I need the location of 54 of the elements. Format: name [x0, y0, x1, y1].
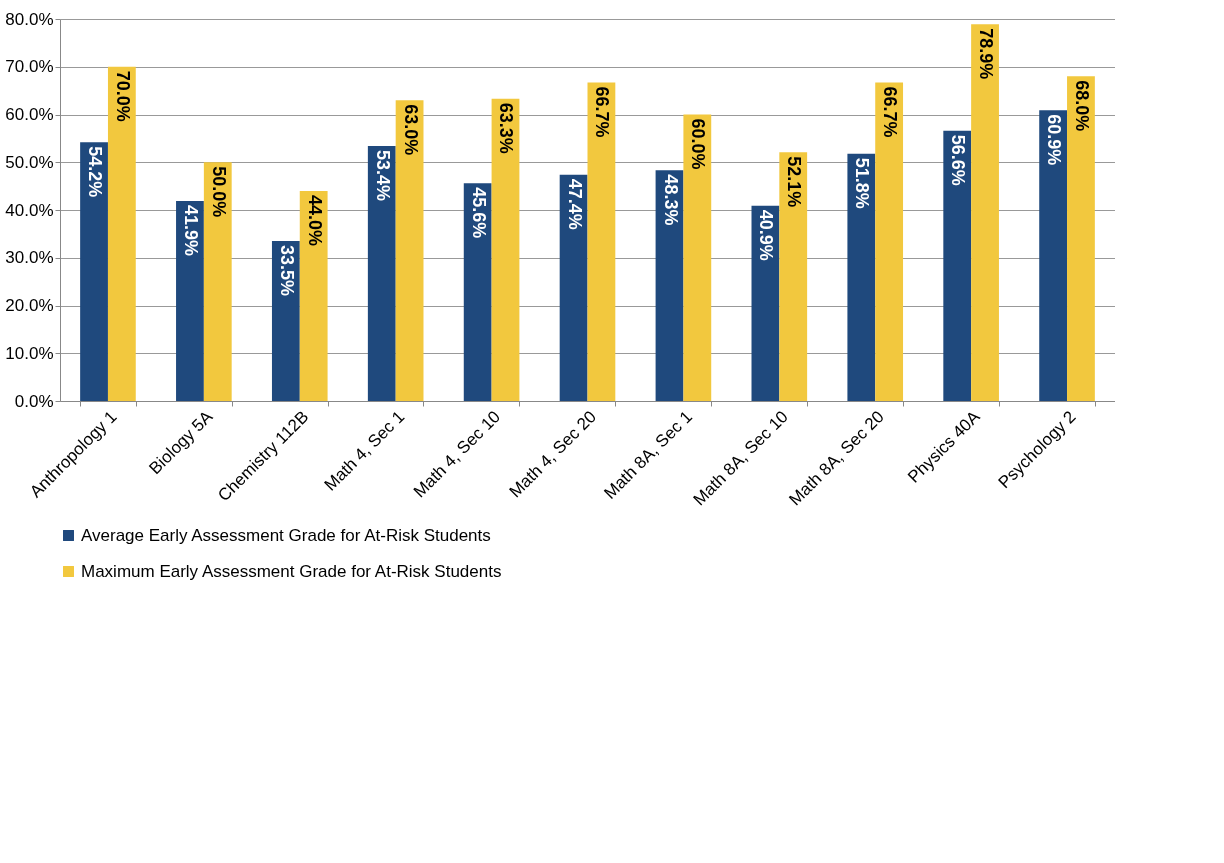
bar: [875, 82, 904, 401]
bar: [1039, 110, 1068, 401]
data-label: 60.0%: [688, 118, 709, 170]
data-label: 78.9%: [976, 28, 997, 80]
y-tick-label: 70.0%: [5, 57, 54, 77]
data-label: 41.9%: [180, 204, 201, 256]
bar: [491, 98, 520, 401]
bar: [367, 146, 396, 401]
data-label: 51.8%: [852, 157, 873, 209]
data-label: 68.0%: [1071, 80, 1092, 132]
bar: [299, 190, 328, 401]
bar: [655, 170, 684, 401]
y-tick-label: 80.0%: [5, 9, 54, 29]
bar: [271, 241, 300, 401]
y-tick-label: 40.0%: [5, 200, 54, 220]
data-label: 63.3%: [496, 102, 517, 154]
data-label: 33.5%: [276, 245, 297, 297]
data-label: 53.4%: [372, 150, 393, 202]
y-tick-label: 20.0%: [5, 296, 54, 315]
legend-label: Maximum Early Assessment Grade for At-Risk Students: [81, 561, 502, 581]
y-tick-label: 60.0%: [5, 105, 54, 124]
data-label: 47.4%: [564, 178, 585, 230]
bar: [395, 100, 424, 401]
bar: [203, 162, 232, 401]
data-label: 52.1%: [784, 156, 805, 208]
data-label: 45.6%: [468, 187, 489, 239]
y-tick-label: 0.0%: [14, 391, 54, 411]
data-label: 44.0%: [304, 194, 325, 246]
bar: [971, 24, 999, 401]
data-label: 56.6%: [948, 134, 969, 186]
data-label: 66.7%: [880, 86, 901, 138]
data-label: 60.9%: [1044, 114, 1065, 166]
data-label: 70.0%: [112, 70, 133, 122]
bar: [683, 114, 712, 401]
y-tick-label: 50.0%: [5, 152, 54, 172]
data-label: 40.9%: [756, 209, 777, 261]
bar: [847, 153, 876, 401]
legend-label: Average Early Assessment Grade for At-Risk Students: [81, 525, 491, 545]
data-label: 63.0%: [400, 104, 421, 156]
y-tick-label: 10.0%: [5, 343, 54, 363]
bar: [176, 200, 204, 401]
data-label: 66.7%: [592, 86, 613, 138]
bar: [779, 152, 808, 401]
data-label: 48.3%: [660, 174, 681, 226]
bar: [80, 142, 108, 401]
bar: [587, 82, 616, 401]
data-label: 54.2%: [85, 146, 106, 198]
data-label: 50.0%: [208, 166, 229, 218]
y-tick-label: 30.0%: [5, 248, 54, 268]
bar: [463, 183, 492, 401]
bar: [943, 130, 972, 401]
bar: [559, 174, 588, 401]
bar: [1067, 76, 1095, 401]
bar: [107, 66, 136, 401]
